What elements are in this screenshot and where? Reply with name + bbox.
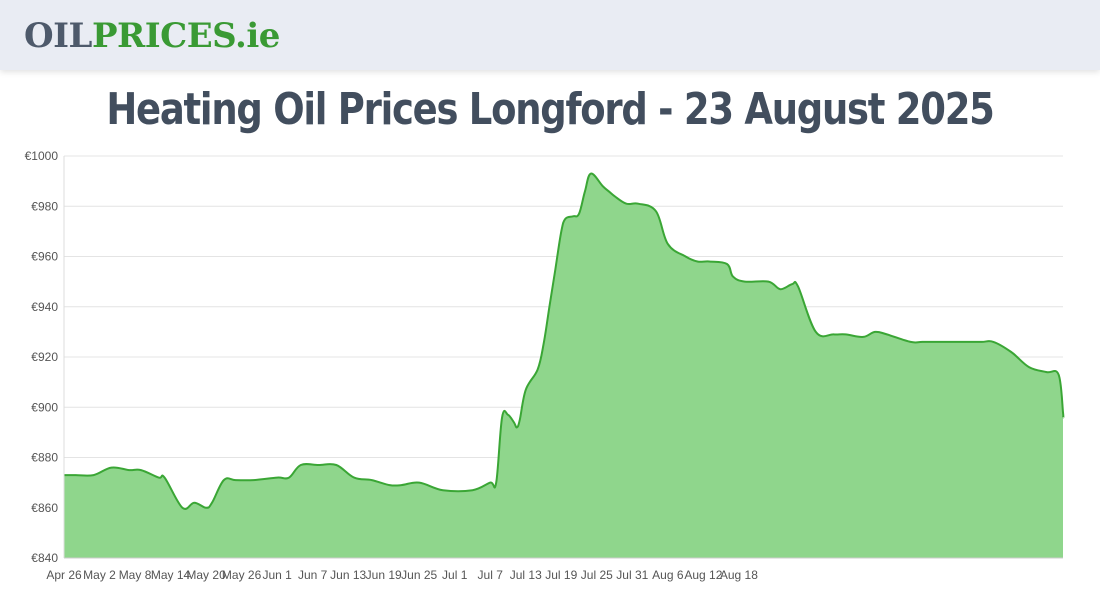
- x-tick-label: Jul 25: [581, 568, 613, 582]
- y-tick-label: €980: [31, 199, 58, 213]
- x-tick-label: May 8: [119, 568, 152, 582]
- page-title: Heating Oil Prices Longford - 23 August …: [106, 84, 995, 135]
- x-tick-label: May 20: [186, 568, 226, 582]
- x-tick-label: Jun 25: [401, 568, 437, 582]
- y-tick-label: €920: [31, 350, 58, 364]
- x-tick-label: Aug 12: [684, 568, 722, 582]
- x-tick-label: Jul 7: [478, 568, 504, 582]
- x-tick-label: Aug 6: [652, 568, 684, 582]
- x-tick-label: Aug 18: [720, 568, 758, 582]
- x-tick-label: May 2: [83, 568, 116, 582]
- y-tick-label: €880: [31, 451, 58, 465]
- y-tick-label: €960: [31, 250, 58, 264]
- x-tick-label: Jun 7: [298, 568, 328, 582]
- x-tick-label: Jun 13: [330, 568, 366, 582]
- y-tick-label: €840: [31, 551, 58, 565]
- y-tick-label: €860: [31, 501, 58, 515]
- series-line: [64, 172, 1065, 510]
- x-tick-label: Jul 1: [442, 568, 468, 582]
- x-tick-label: Apr 26: [46, 568, 82, 582]
- chart-axes: €840 €860 €880 €900 €920 €940 €960 €980 €1000 Apr…: [25, 149, 1063, 582]
- x-tick-label: May 14: [151, 568, 191, 582]
- y-tick-label: €940: [31, 300, 58, 314]
- y-tick-label: €1000: [25, 149, 59, 163]
- x-tick-label: Jul 31: [616, 568, 648, 582]
- site-logo[interactable]: OILPRICES.ie: [24, 14, 280, 58]
- logo-oil-text: OIL: [24, 16, 92, 56]
- x-tick-label: Jul 19: [545, 568, 577, 582]
- x-tick-label: May 26: [222, 568, 262, 582]
- x-tick-label: Jun 1: [262, 568, 292, 582]
- price-chart: €840 €860 €880 €900 €920 €940 €960 €980 €1000 Apr…: [25, 149, 1065, 582]
- series-area-fill: [64, 173, 1064, 559]
- header-bar: OILPRICES.ie: [0, 0, 1100, 70]
- logo-prices-text: PRICES: [91, 16, 236, 56]
- y-tick-label: €900: [31, 400, 58, 414]
- x-tick-label: Jun 19: [366, 568, 402, 582]
- x-tick-label: Jul 13: [510, 568, 542, 582]
- chart-series: [64, 172, 1065, 559]
- logo-tld-text: .ie: [234, 16, 280, 56]
